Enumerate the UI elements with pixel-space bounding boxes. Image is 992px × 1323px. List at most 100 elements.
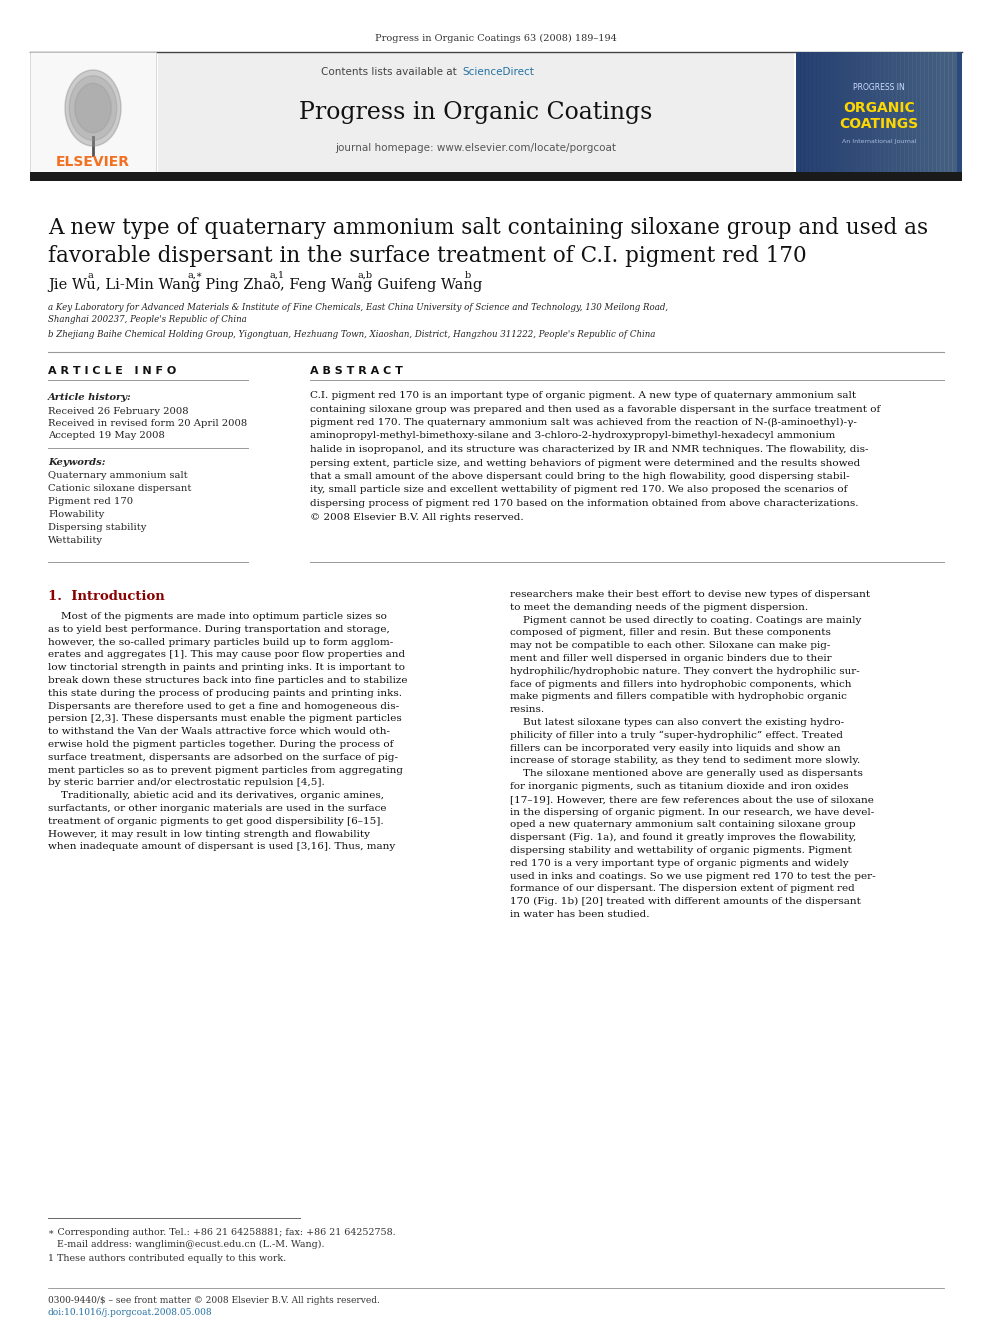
Text: however, the so-called primary particles build up to form agglom-: however, the so-called primary particles…: [48, 638, 393, 647]
Text: this state during the process of producing paints and printing inks.: this state during the process of produci…: [48, 689, 402, 697]
Text: aminopropyl-methyl-bimethoxy-silane and 3-chloro-2-hydroxypropyl-bimethyl-hexade: aminopropyl-methyl-bimethoxy-silane and …: [310, 431, 835, 441]
Text: low tinctorial strength in paints and printing inks. It is important to: low tinctorial strength in paints and pr…: [48, 663, 405, 672]
Text: ORGANIC: ORGANIC: [843, 101, 915, 115]
Text: Traditionally, abietic acid and its derivatives, organic amines,: Traditionally, abietic acid and its deri…: [48, 791, 384, 800]
Bar: [30, 172, 962, 181]
Text: A B S T R A C T: A B S T R A C T: [310, 366, 403, 376]
Bar: [852, 52, 857, 172]
Text: , Li-Min Wang: , Li-Min Wang: [96, 278, 199, 292]
Text: But latest siloxane types can also convert the existing hydro-: But latest siloxane types can also conve…: [510, 718, 844, 728]
Text: Accepted 19 May 2008: Accepted 19 May 2008: [48, 431, 165, 441]
Text: philicity of filler into a truly “super-hydrophilic” effect. Treated: philicity of filler into a truly “super-…: [510, 730, 843, 740]
Bar: [880, 52, 885, 172]
Bar: [900, 52, 905, 172]
Bar: [840, 52, 845, 172]
Text: Flowability: Flowability: [48, 509, 104, 519]
Text: C.I. pigment red 170 is an important type of organic pigment. A new type of quat: C.I. pigment red 170 is an important typ…: [310, 392, 856, 400]
Bar: [848, 52, 853, 172]
Text: PROGRESS IN: PROGRESS IN: [853, 83, 905, 93]
Text: However, it may result in low tinting strength and flowability: However, it may result in low tinting st…: [48, 830, 370, 839]
Text: persion [2,3]. These dispersants must enable the pigment particles: persion [2,3]. These dispersants must en…: [48, 714, 402, 724]
Text: Wettability: Wettability: [48, 536, 103, 545]
Bar: [936, 52, 941, 172]
Text: COATINGS: COATINGS: [839, 116, 919, 131]
Bar: [872, 52, 877, 172]
Bar: [856, 52, 861, 172]
Text: Jie Wu: Jie Wu: [48, 278, 96, 292]
Text: dispersing stability and wettability of organic pigments. Pigment: dispersing stability and wettability of …: [510, 845, 852, 855]
Bar: [924, 52, 929, 172]
Text: containing siloxane group was prepared and then used as a favorable dispersant i: containing siloxane group was prepared a…: [310, 405, 880, 414]
Bar: [944, 52, 949, 172]
Bar: [928, 52, 933, 172]
Text: 0300-9440/$ – see front matter © 2008 Elsevier B.V. All rights reserved.: 0300-9440/$ – see front matter © 2008 El…: [48, 1297, 380, 1304]
Text: Dispersants are therefore used to get a fine and homogeneous dis-: Dispersants are therefore used to get a …: [48, 701, 399, 710]
Text: Contents lists available at: Contents lists available at: [321, 67, 460, 77]
Text: , Ping Zhao: , Ping Zhao: [196, 278, 281, 292]
Bar: [948, 52, 953, 172]
Text: persing extent, particle size, and wetting behaviors of pigment were determined : persing extent, particle size, and wetti…: [310, 459, 860, 467]
Bar: [860, 52, 865, 172]
Bar: [916, 52, 921, 172]
Text: The siloxane mentioned above are generally used as dispersants: The siloxane mentioned above are general…: [510, 769, 863, 778]
Text: to meet the demanding needs of the pigment dispersion.: to meet the demanding needs of the pigme…: [510, 603, 808, 611]
Bar: [804, 52, 809, 172]
Text: to withstand the Van der Waals attractive force which would oth-: to withstand the Van der Waals attractiv…: [48, 728, 390, 736]
Bar: [796, 52, 801, 172]
Bar: [920, 52, 925, 172]
Polygon shape: [74, 83, 111, 132]
Text: make pigments and fillers compatible with hydrophobic organic: make pigments and fillers compatible wit…: [510, 692, 847, 701]
Text: resins.: resins.: [510, 705, 546, 714]
Text: An International Journal: An International Journal: [842, 139, 917, 144]
Bar: [824, 52, 829, 172]
Text: in water has been studied.: in water has been studied.: [510, 910, 650, 919]
Text: A new type of quaternary ammonium salt containing siloxane group and used as: A new type of quaternary ammonium salt c…: [48, 217, 929, 239]
Text: , Guifeng Wang: , Guifeng Wang: [368, 278, 482, 292]
Text: by steric barrier and/or electrostatic repulsion [4,5].: by steric barrier and/or electrostatic r…: [48, 778, 324, 787]
Bar: [884, 52, 889, 172]
Text: red 170 is a very important type of organic pigments and widely: red 170 is a very important type of orga…: [510, 859, 848, 868]
Polygon shape: [69, 75, 117, 140]
Bar: [908, 52, 913, 172]
Text: Pigment red 170: Pigment red 170: [48, 497, 133, 505]
Bar: [864, 52, 869, 172]
Text: © 2008 Elsevier B.V. All rights reserved.: © 2008 Elsevier B.V. All rights reserved…: [310, 512, 524, 521]
Text: , Feng Wang: , Feng Wang: [280, 278, 372, 292]
Text: formance of our dispersant. The dispersion extent of pigment red: formance of our dispersant. The dispersi…: [510, 884, 855, 893]
Text: treatment of organic pigments to get good dispersibility [6–15].: treatment of organic pigments to get goo…: [48, 816, 384, 826]
Bar: [888, 52, 893, 172]
Text: composed of pigment, filler and resin. But these components: composed of pigment, filler and resin. B…: [510, 628, 831, 638]
Text: Cationic siloxane dispersant: Cationic siloxane dispersant: [48, 484, 191, 493]
Text: a,1: a,1: [270, 271, 285, 280]
Text: ScienceDirect: ScienceDirect: [462, 67, 534, 77]
Text: Received in revised form 20 April 2008: Received in revised form 20 April 2008: [48, 419, 247, 429]
Text: ELSEVIER: ELSEVIER: [56, 155, 130, 169]
Text: fillers can be incorporated very easily into liquids and show an: fillers can be incorporated very easily …: [510, 744, 840, 753]
Polygon shape: [65, 70, 121, 146]
Bar: [836, 52, 841, 172]
Text: Quaternary ammonium salt: Quaternary ammonium salt: [48, 471, 187, 480]
Text: Dispersing stability: Dispersing stability: [48, 523, 147, 532]
Bar: [158, 52, 794, 172]
Text: break down these structures back into fine particles and to stabilize: break down these structures back into fi…: [48, 676, 408, 685]
Bar: [844, 52, 849, 172]
Text: hydrophilic/hydrophobic nature. They convert the hydrophilic sur-: hydrophilic/hydrophobic nature. They con…: [510, 667, 860, 676]
Bar: [892, 52, 897, 172]
Text: favorable dispersant in the surface treatment of C.I. pigment red 170: favorable dispersant in the surface trea…: [48, 245, 806, 267]
Text: 170 (Fig. 1b) [20] treated with different amounts of the dispersant: 170 (Fig. 1b) [20] treated with differen…: [510, 897, 861, 906]
Text: Keywords:: Keywords:: [48, 458, 105, 467]
Bar: [808, 52, 813, 172]
Bar: [868, 52, 873, 172]
Text: researchers make their best effort to devise new types of dispersant: researchers make their best effort to de…: [510, 590, 870, 599]
Text: ment and filler well dispersed in organic binders due to their: ment and filler well dispersed in organi…: [510, 654, 831, 663]
Text: surfactants, or other inorganic materials are used in the surface: surfactants, or other inorganic material…: [48, 804, 387, 814]
Text: 1 These authors contributed equally to this work.: 1 These authors contributed equally to t…: [48, 1254, 286, 1263]
Text: Progress in Organic Coatings 63 (2008) 189–194: Progress in Organic Coatings 63 (2008) 1…: [375, 33, 617, 42]
Text: b Zhejiang Baihe Chemical Holding Group, Yigongtuan, Hezhuang Town, Xiaoshan, Di: b Zhejiang Baihe Chemical Holding Group,…: [48, 329, 656, 339]
Text: as to yield best performance. During transportation and storage,: as to yield best performance. During tra…: [48, 624, 390, 634]
Text: in the dispersing of organic pigment. In our research, we have devel-: in the dispersing of organic pigment. In…: [510, 807, 874, 816]
Text: pigment red 170. The quaternary ammonium salt was achieved from the reaction of : pigment red 170. The quaternary ammonium…: [310, 418, 857, 427]
Bar: [820, 52, 825, 172]
Text: journal homepage: www.elsevier.com/locate/porgcoat: journal homepage: www.elsevier.com/locat…: [335, 143, 616, 153]
Text: A R T I C L E   I N F O: A R T I C L E I N F O: [48, 366, 177, 376]
